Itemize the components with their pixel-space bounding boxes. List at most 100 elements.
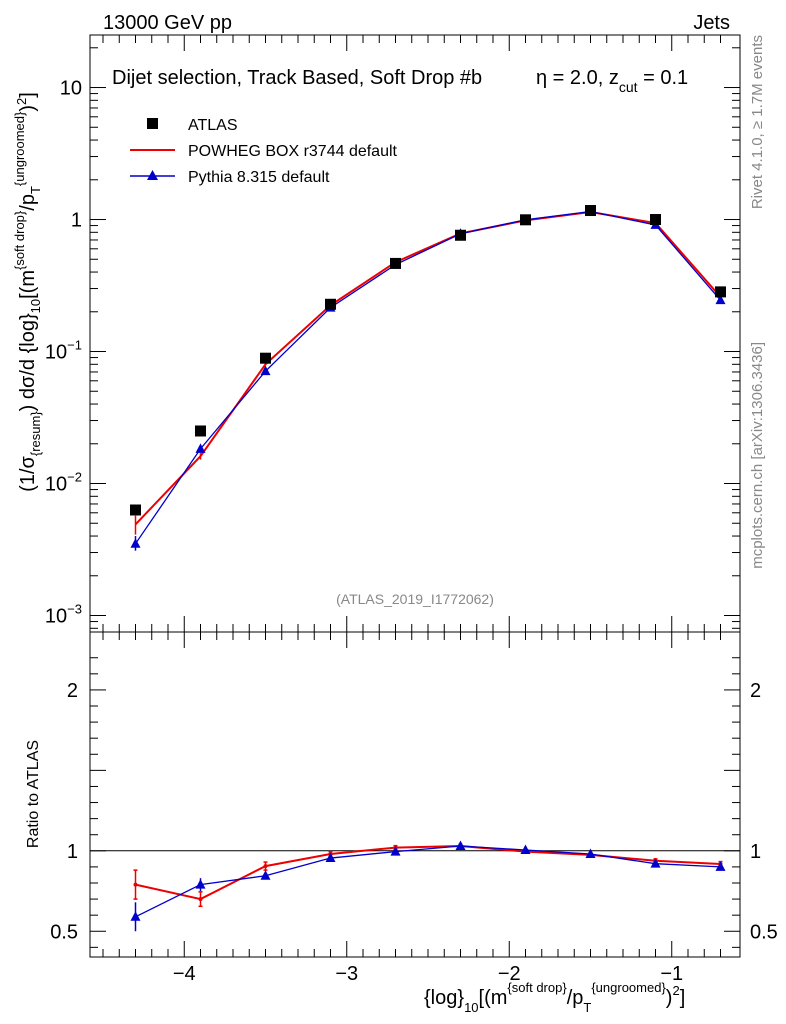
- main-ytick-label: 1: [71, 210, 82, 232]
- ratio-pythia-marker: [650, 858, 661, 868]
- pythia-line: [134, 210, 721, 545]
- pythia-marker: [195, 443, 206, 453]
- atlas-marker: [130, 504, 141, 516]
- main-ytick-base: 10: [45, 606, 67, 628]
- main-ytick-exp: −2: [67, 470, 82, 485]
- ratio-xtick-label: −1: [660, 963, 683, 985]
- ratio-powheg-point: [133, 882, 138, 887]
- plot-title-post: = 0.1: [638, 67, 689, 89]
- plot-title-eta-text: η = 2.0, z: [536, 67, 619, 89]
- ratio-ytick-label-right: 2: [750, 680, 761, 702]
- side-label-bottom: mcplots.cern.ch [arXiv:1306.3436]: [749, 342, 766, 569]
- ratio-ytick-label: 0.5: [50, 921, 78, 943]
- atlas-marker: [455, 229, 466, 241]
- analysis-watermark: (ATLAS_2019_I1772062): [336, 591, 494, 607]
- ratio-ylabel: Ratio to ATLAS: [25, 740, 42, 848]
- main-ylabel-c-sup: {soft drop}: [12, 210, 27, 270]
- atlas-marker: [520, 214, 531, 226]
- side-label-top: Rivet 4.1.0, ≥ 1.7M events: [749, 35, 766, 209]
- main-ytick-base: 10: [45, 474, 67, 496]
- xlabel-d: ): [666, 987, 673, 1009]
- pythia-marker: [260, 365, 271, 376]
- main-ylabel-c: [(m: [17, 270, 39, 299]
- atlas-marker: [715, 286, 726, 298]
- ratio-ytick-label: 1: [67, 841, 78, 863]
- ratio-pythia-marker: [585, 848, 596, 859]
- main-ylabel-d: /p: [17, 194, 39, 211]
- main-ylabel-a-sub: {resum}: [28, 411, 43, 456]
- ratio-ytick-label-right: 1: [750, 841, 761, 863]
- main-ylabel-d-sub: T: [28, 186, 43, 194]
- xlabel-c-sup: {ungroomed}: [591, 980, 666, 995]
- ratio-ytick-label-right: 0.5: [750, 921, 778, 943]
- plot-title-eta: η = 2.0, zcut = 0.1: [536, 67, 688, 95]
- main-ylabel-b-sub: 10: [28, 299, 43, 313]
- main-ylabel: (1/σ{resum}) dσ/d {log}10[(m{soft drop}/…: [12, 92, 43, 492]
- powheg-line: [134, 210, 722, 526]
- atlas-marker: [260, 352, 271, 364]
- xlabel-a-sub: 10: [464, 1000, 478, 1015]
- legend-pythia-marker: [147, 170, 158, 180]
- ratio-powheg-point: [198, 897, 203, 902]
- ratio-powheg-line: [135, 844, 721, 901]
- ratio-panel-frame: [89, 631, 741, 958]
- atlas-marker: [325, 298, 336, 310]
- xlabel-c-sub: T: [583, 1000, 591, 1015]
- ratio-xlabel: {log}10[(m{soft drop}/pT{ungroomed})2]: [424, 980, 685, 1015]
- xlabel-b: [(m: [479, 987, 508, 1009]
- xlabel-a: {log}: [424, 987, 464, 1009]
- main-ytick-exp: −3: [67, 602, 82, 617]
- xlabel-b-sup: {soft drop}: [507, 980, 567, 995]
- ratio-ytick-label: 2: [67, 680, 78, 702]
- main-ytick-label: 10−1: [45, 338, 82, 364]
- main-ylabel-a: (1/σ: [17, 455, 39, 491]
- plot-title-pre: Dijet selection, Track Based, Soft Drop …: [112, 67, 482, 89]
- main-ylabel-e-sup: 2: [14, 98, 29, 105]
- main-ytick-label: 10−2: [45, 470, 82, 496]
- ratio-axis-ticks: −4 −3 −2 −1 0.5 0.5 1 1 2 2: [50, 632, 778, 985]
- atlas-marker: [650, 214, 661, 226]
- ratio-pythia-marker: [715, 861, 726, 871]
- xlabel-e: ]: [680, 987, 686, 1009]
- ratio-xtick-label: −3: [335, 963, 358, 985]
- ratio-series-layer: [130, 840, 726, 932]
- main-ylabel-b: ) dσ/d {log}: [17, 313, 39, 411]
- ratio-pythia-marker: [520, 844, 531, 855]
- main-ylabel-f: ]: [17, 92, 39, 98]
- ratio-powheg-point: [263, 864, 268, 869]
- main-series-layer: [130, 205, 726, 551]
- main-ytick-exp: −1: [67, 338, 82, 353]
- plot-title-sub: cut: [619, 79, 638, 95]
- header-left: 13000 GeV pp: [103, 12, 232, 34]
- atlas-marker: [195, 425, 206, 437]
- ratio-xtick-label: −4: [173, 963, 196, 985]
- ratio-pythia-marker: [455, 840, 466, 850]
- main-ylabel-d-sup: {ungroomed}: [12, 111, 27, 186]
- legend-atlas-label: ATLAS: [188, 117, 238, 134]
- xlabel-d-sup: 2: [672, 983, 679, 998]
- pythia-marker: [715, 294, 726, 305]
- legend: ATLAS POWHEG BOX r3744 default Pythia 8.…: [130, 117, 398, 186]
- legend-pythia-label: Pythia 8.315 default: [188, 169, 330, 186]
- ratio-pythia-marker: [260, 870, 271, 880]
- legend-powheg-label: POWHEG BOX r3744 default: [188, 143, 398, 160]
- ratio-pythia-marker: [325, 852, 336, 863]
- main-ytick-label: 10: [60, 78, 82, 100]
- header-right: Jets: [693, 12, 730, 34]
- ratio-xtick-label: −2: [498, 963, 521, 985]
- pythia-marker: [130, 538, 141, 548]
- main-ytick-base: 10: [45, 342, 67, 364]
- ratio-pythia-line: [135, 845, 721, 918]
- ratio-pythia-marker: [195, 879, 206, 889]
- ratio-pythia-marker: [390, 846, 401, 856]
- atlas-marker: [390, 257, 401, 269]
- legend-atlas-marker: [147, 118, 158, 129]
- ratio-pythia-marker: [130, 911, 141, 921]
- atlas-marker: [585, 205, 596, 217]
- main-ylabel-e: ): [17, 105, 39, 112]
- plot-title: Dijet selection, Track Based, Soft Drop …: [112, 67, 482, 89]
- xlabel-c: /p: [567, 987, 584, 1009]
- main-ytick-label: 10−3: [45, 602, 82, 628]
